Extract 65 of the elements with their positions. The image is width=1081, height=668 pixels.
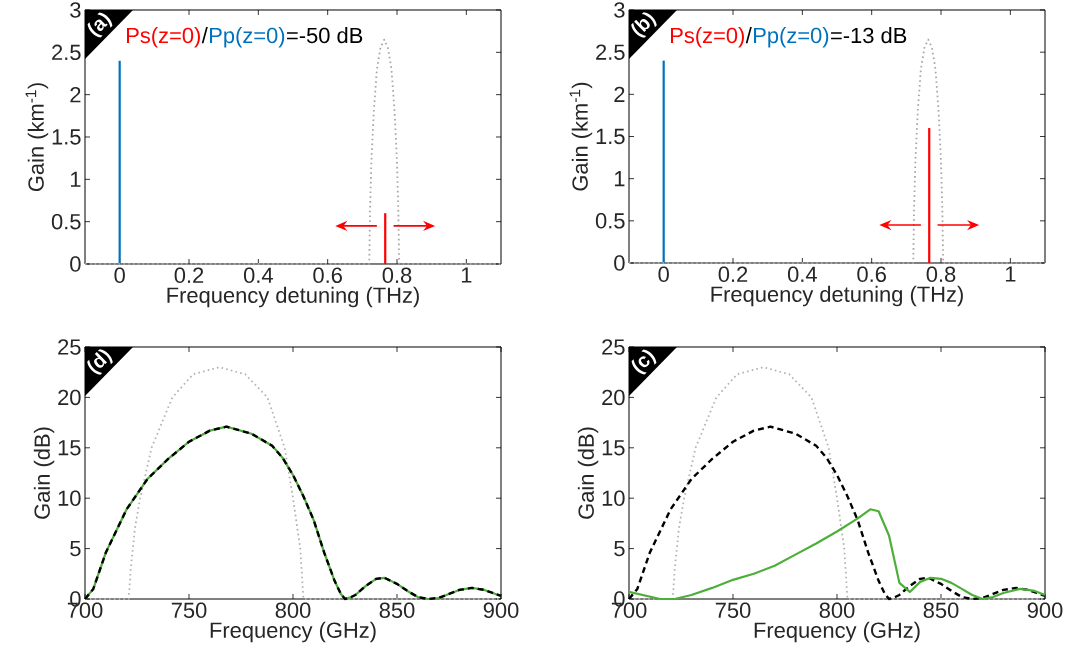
y-tick-label: 0.5 (595, 213, 625, 229)
x-tick-label: 1 (461, 267, 472, 283)
x-tick-label: 0.4 (243, 267, 273, 284)
x-tick-label: 0 (114, 267, 125, 284)
y-tick-label: 1.5 (596, 128, 625, 145)
x-axis-title: Frequency detuning (THz) (711, 285, 963, 307)
y-tick-label: 1 (70, 171, 81, 187)
x-tick-label: 750 (715, 602, 751, 619)
y-tick-label: 20 (602, 389, 625, 406)
x-tick-label: 0.8 (382, 267, 412, 284)
x-tick-label: 0.2 (174, 267, 204, 284)
line-series (627, 508, 1047, 601)
x-tick-label: 850 (379, 602, 415, 619)
annotation: Ps(z=0) (671, 27, 744, 48)
y-axis-title: Gain (dB) (33, 427, 55, 519)
y-tick-label: 15 (602, 440, 625, 456)
annotation: Pp(z=0) (754, 27, 829, 48)
x-tick-label: 0.6 (857, 266, 886, 283)
x-tick-label: 850 (923, 602, 959, 619)
y-tick-label: 25 (58, 339, 81, 355)
y-axis-title: Gain (dB) (577, 427, 599, 519)
annotation: =-50 dB (287, 27, 363, 44)
annotation: (a) (87, 12, 113, 38)
y-tick-label: 3 (614, 2, 625, 18)
annotation: Pp(z=0) (210, 27, 285, 48)
annotation: Ps(z=0) (127, 27, 200, 48)
y-tick-label: 1.5 (52, 129, 81, 145)
y-tick-label: 15 (58, 440, 81, 456)
y-axis-title: Gain (km$^{-1}$) (25, 83, 49, 192)
y-tick-label: 3 (70, 2, 81, 18)
y-tick-label: 0 (614, 255, 625, 271)
x-tick-label: 800 (819, 602, 855, 619)
y-tick-label: 2.5 (52, 44, 81, 61)
y-tick-label: 2.5 (596, 44, 625, 60)
x-tick-label: 0 (658, 266, 669, 283)
y-tick-label: 25 (602, 339, 625, 355)
x-tick-label: 0.4 (787, 266, 817, 283)
annotation: / (745, 27, 752, 44)
y-tick-label: 2 (614, 86, 625, 102)
x-tick-label: 0.2 (718, 266, 748, 283)
y-tick-label: 5 (614, 540, 625, 557)
y-tick-label: 1 (614, 171, 625, 187)
y-tick-label: 0 (70, 256, 81, 272)
y-tick-label: 10 (602, 490, 625, 506)
x-tick-label: 800 (275, 602, 311, 619)
y-tick-label: 0.5 (51, 213, 81, 230)
x-tick-label: 0.8 (926, 266, 956, 283)
x-axis-title: Frequency detuning (THz) (167, 286, 419, 308)
x-tick-label: 0.6 (313, 267, 342, 284)
x-axis-title: Frequency (GHz) (210, 621, 376, 643)
x-tick-label: 750 (171, 602, 207, 619)
annotation: / (201, 27, 208, 44)
y-tick-label: 5 (70, 540, 81, 557)
y-tick-label: 2 (70, 87, 81, 103)
y-tick-label: 20 (58, 389, 81, 406)
x-tick-label: 900 (483, 602, 519, 619)
y-tick-label: 10 (58, 490, 81, 506)
annotation: (b) (631, 12, 657, 38)
x-axis-title: Frequency (GHz) (754, 621, 920, 643)
x-tick-label: 900 (1027, 602, 1063, 619)
annotation: (d) (87, 349, 113, 375)
x-tick-label: 1 (1005, 266, 1016, 282)
y-axis-title: Gain (km$^{-1}$) (569, 82, 593, 191)
annotation: =-13 dB (831, 27, 907, 44)
annotation: (c) (631, 349, 657, 375)
